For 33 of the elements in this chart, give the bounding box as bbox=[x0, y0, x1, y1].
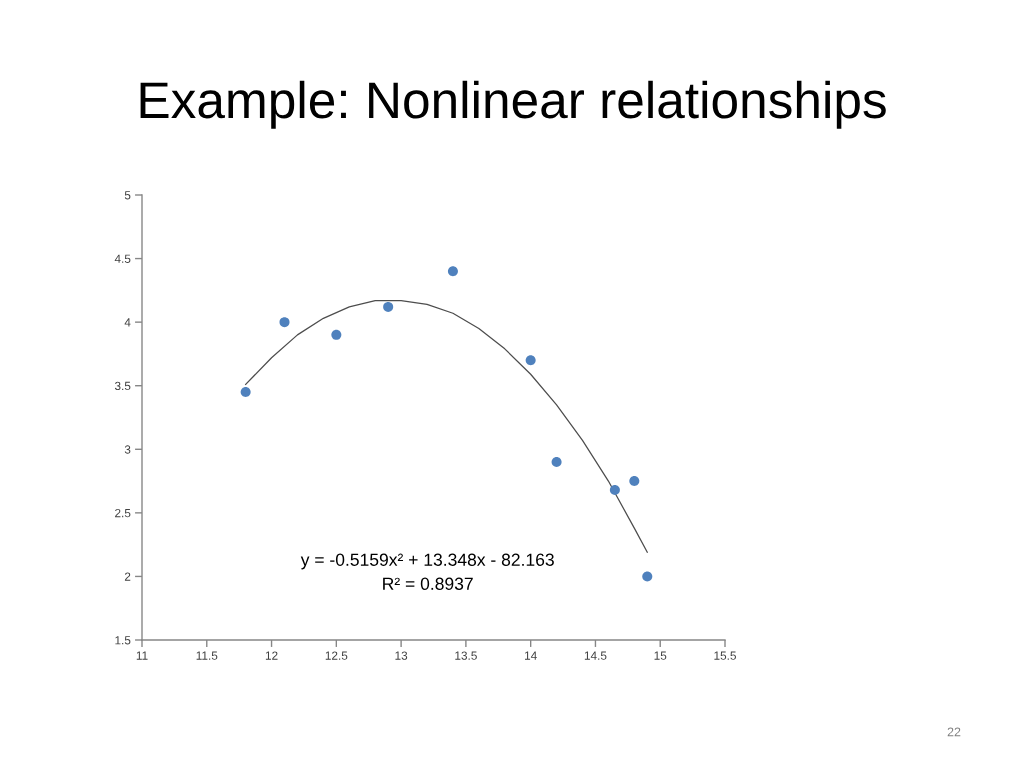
text: 22 bbox=[947, 727, 961, 737]
x-tick-label: 14.5 bbox=[584, 651, 607, 660]
point bbox=[525, 355, 536, 366]
point bbox=[447, 266, 458, 277]
y-tick-label: 2 bbox=[124, 572, 131, 581]
y-tick-label: 2.5 bbox=[115, 508, 131, 518]
y-tick-label: 3.5 bbox=[114, 381, 131, 391]
y-tick-label: 5 bbox=[124, 191, 131, 200]
point bbox=[629, 476, 640, 487]
x-tick-label: 15 bbox=[654, 651, 667, 660]
y-tick-label: 3 bbox=[124, 445, 131, 454]
x-tick-label: 13 bbox=[395, 651, 408, 660]
x-tick-label: 11.5 bbox=[196, 651, 218, 660]
y-tick-label: 4.5 bbox=[114, 254, 131, 263]
x-tick-label: 12.5 bbox=[325, 651, 348, 660]
x-tick-label: 14 bbox=[525, 651, 537, 660]
x-tick-label: 11 bbox=[136, 651, 148, 660]
x-tick-label: 12 bbox=[265, 651, 278, 660]
point bbox=[331, 329, 342, 340]
y-tick-label: 4 bbox=[124, 318, 131, 327]
point bbox=[383, 301, 394, 312]
y-tick-label: 1.5 bbox=[115, 636, 131, 645]
point bbox=[279, 317, 290, 328]
point bbox=[609, 484, 620, 495]
line-series bbox=[245, 299, 648, 553]
x-tick-label: 15.5 bbox=[714, 651, 736, 660]
point bbox=[240, 387, 251, 398]
point bbox=[551, 456, 562, 468]
annotation: y = -0.5159x² + 13.348x - 82.163 bbox=[300, 553, 554, 570]
point bbox=[642, 571, 653, 582]
annotation: R² = 0.8937 bbox=[383, 577, 473, 590]
x-tick-label: 13.5 bbox=[455, 651, 477, 660]
chart-title: Example: Nonlinear relationships bbox=[140, 80, 886, 129]
